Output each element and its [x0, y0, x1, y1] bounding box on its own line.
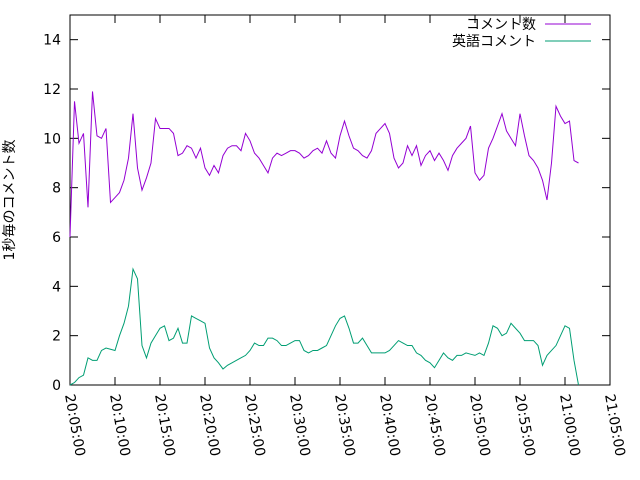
series-line [69, 91, 579, 238]
y-tick-label: 4 [52, 279, 61, 295]
legend-label: コメント数 [466, 17, 536, 33]
y-tick-label: 14 [43, 33, 61, 49]
x-tick-label: 21:00:00 [556, 393, 583, 458]
x-tick-label: 20:55:00 [511, 393, 538, 458]
x-tick-label: 21:05:00 [601, 393, 628, 458]
x-tick-label: 20:35:00 [331, 393, 358, 458]
x-tick-label: 20:15:00 [151, 393, 178, 458]
x-tick-label: 20:45:00 [421, 393, 448, 458]
y-tick-label: 0 [52, 378, 61, 394]
y-tick-label: 12 [43, 82, 61, 98]
y-tick-label: 10 [43, 131, 61, 147]
y-tick-label: 6 [52, 230, 61, 246]
x-tick-label: 20:10:00 [106, 393, 133, 458]
x-tick-label: 20:30:00 [286, 393, 313, 458]
x-tick-label: 20:40:00 [376, 393, 403, 458]
x-tick-label: 20:20:00 [196, 393, 223, 458]
x-tick-label: 20:25:00 [241, 393, 268, 458]
plot-border [69, 14, 611, 386]
x-tick-label: 20:05:00 [61, 393, 88, 458]
legend-label: 英語コメント [452, 33, 536, 50]
x-tick-label: 20:50:00 [466, 393, 493, 458]
y-tick-label: 2 [52, 329, 61, 345]
series-line [69, 267, 579, 386]
y-tick-label: 8 [52, 181, 61, 197]
y-axis-label: 1秒毎のコメント数 [2, 140, 18, 261]
